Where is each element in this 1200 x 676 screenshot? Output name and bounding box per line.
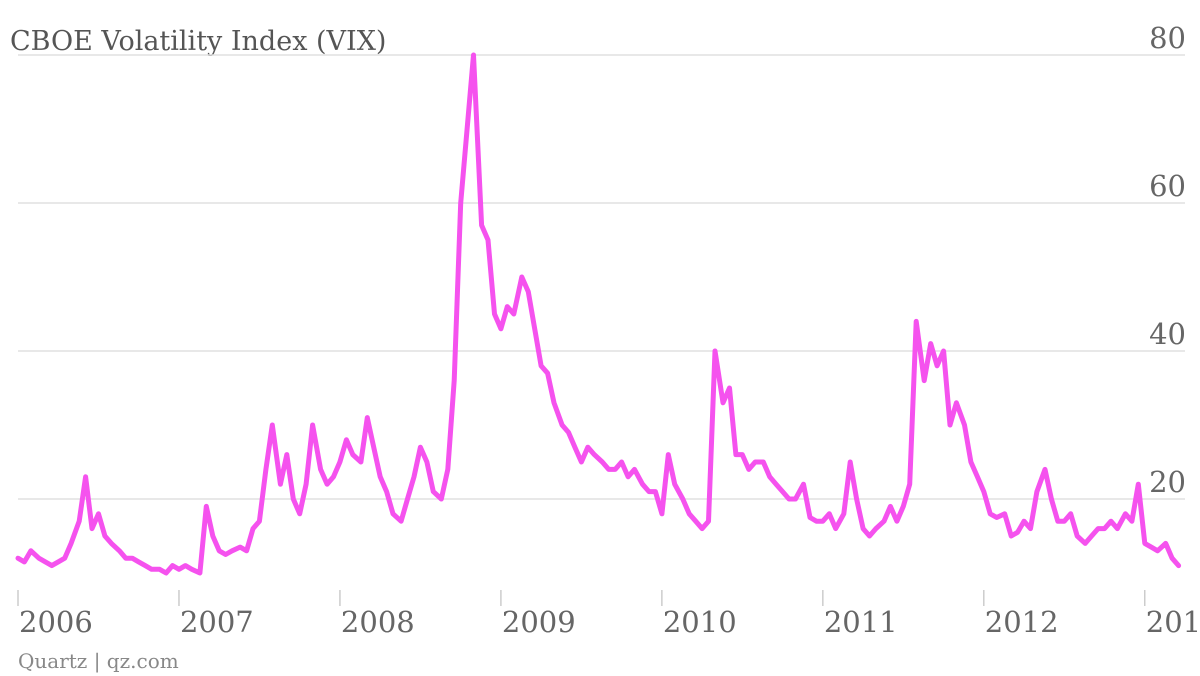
x-tick-label: 2008 bbox=[341, 605, 415, 639]
y-tick-label: 60 bbox=[1149, 169, 1186, 203]
y-tick-label: 80 bbox=[1149, 21, 1186, 55]
x-tick-label: 2007 bbox=[180, 605, 254, 639]
line bbox=[15, 52, 1182, 576]
chart-title: CBOE Volatility Index (VIX) bbox=[10, 26, 386, 57]
source: Quartz | qz.com bbox=[18, 649, 179, 674]
y-tick-label: 40 bbox=[1149, 317, 1186, 351]
x-tick-label: 2013 bbox=[1146, 605, 1200, 639]
y-tick-label: 20 bbox=[1149, 465, 1186, 499]
x-tick-label: 2010 bbox=[663, 605, 737, 639]
x-tick-label: 2012 bbox=[985, 605, 1059, 639]
x-tick-label: 2011 bbox=[824, 605, 898, 639]
x-tick-label: 2006 bbox=[19, 605, 93, 639]
x-tick-label: 2009 bbox=[502, 605, 576, 639]
